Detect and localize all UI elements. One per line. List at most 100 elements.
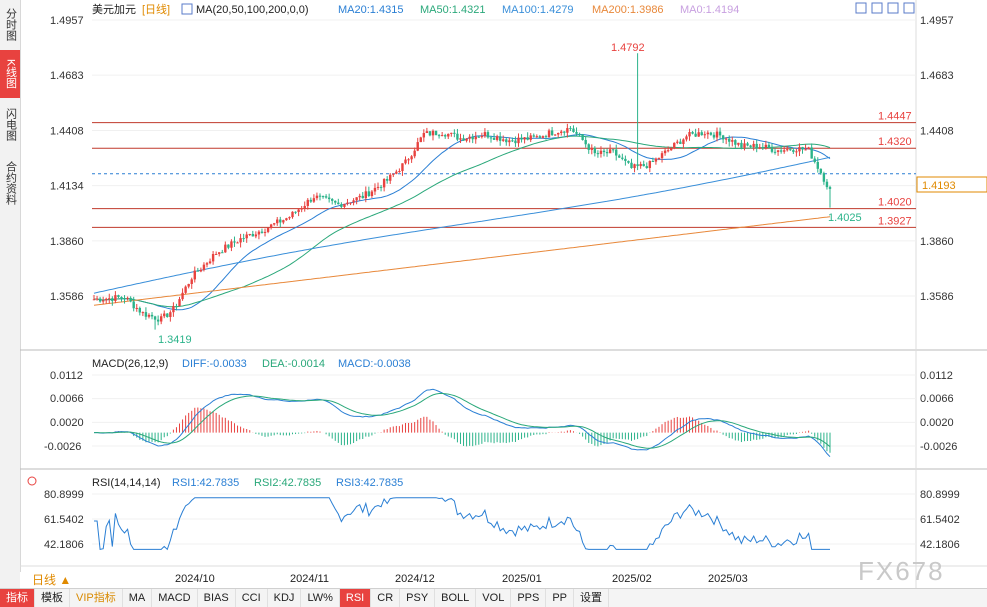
current-price-label: 1.4193: [922, 180, 956, 192]
candle-body: [502, 139, 505, 141]
period-selector[interactable]: 日线 ▲: [20, 572, 92, 588]
candle-body: [184, 286, 187, 293]
candle-body: [486, 132, 490, 138]
candle-body: [407, 159, 410, 161]
candle-body: [150, 314, 154, 317]
candle-body: [346, 202, 349, 204]
candle-body: [541, 136, 545, 138]
candle-body: [477, 136, 480, 138]
toolbar-pps[interactable]: PPS: [511, 589, 547, 607]
candle-body: [205, 263, 209, 265]
candle-body: [129, 297, 132, 302]
candle-body: [752, 143, 755, 147]
toolbar-vol[interactable]: VOL: [476, 589, 512, 607]
candle-body: [251, 233, 255, 237]
candle-body: [810, 147, 813, 159]
candle-body: [740, 142, 743, 148]
toolbar-cci[interactable]: CCI: [236, 589, 268, 607]
candle-body: [578, 133, 581, 135]
toolbar-rsi[interactable]: RSI: [339, 589, 372, 607]
toolbar-cr[interactable]: CR: [371, 589, 401, 607]
candle-body: [688, 132, 691, 137]
chart-window-icons[interactable]: [855, 2, 915, 14]
candle-body: [422, 133, 426, 138]
main-chart-header: 美元加元 [日线] MA(20,50,100,200,0,0) MA20:1.4…: [92, 2, 739, 16]
candle-body: [169, 312, 172, 317]
macd-tick-left-2: 0.0020: [50, 417, 84, 429]
candle-body: [581, 134, 584, 140]
candle-body: [312, 198, 316, 202]
price-lines[interactable]: 1.4447 1.4320 1.4020 1.3927: [92, 111, 916, 228]
kline-chart-canvas[interactable]: 美元加元 [日线] MA(20,50,100,200,0,0) MA20:1.4…: [20, 0, 987, 588]
annotation-low: 1.3419: [158, 334, 192, 346]
time-axis: 2024/10 2024/11 2024/12 2025/01 2025/02 …: [175, 573, 748, 585]
rsi-settings-icon[interactable]: [27, 476, 37, 486]
candle-body: [489, 137, 493, 139]
candle-body: [156, 319, 160, 322]
toolbar-macd[interactable]: MACD: [152, 589, 198, 607]
tab-time-chart[interactable]: 分时图: [0, 2, 20, 46]
candle-body: [615, 149, 618, 156]
macd-tick-3: -0.0026: [920, 441, 957, 453]
candle-body: [379, 186, 383, 188]
toolbar-lw[interactable]: LW%: [301, 589, 340, 607]
price-tick-left-2: 1.4408: [50, 126, 84, 138]
candle-body: [746, 143, 749, 146]
candle-body: [193, 270, 196, 280]
candle-body: [294, 211, 297, 213]
toolbar-settings[interactable]: 设置: [574, 589, 610, 607]
candle-body: [624, 158, 627, 161]
candle-body: [480, 136, 484, 138]
candle-body: [202, 264, 206, 270]
macd-lines: [93, 388, 831, 458]
candle-body: [440, 135, 444, 137]
candle-body: [566, 128, 569, 133]
candle-body: [355, 197, 358, 201]
candle-body: [514, 140, 517, 144]
tab-kline-chart[interactable]: K线图: [0, 50, 20, 98]
toolbar-psy[interactable]: PSY: [400, 589, 436, 607]
price-line-label: 1.3927: [878, 215, 912, 227]
candle-body: [126, 297, 129, 299]
zoom-in-icon[interactable]: [871, 2, 883, 14]
candle-body: [700, 132, 703, 136]
toolbar-boll[interactable]: BOLL: [435, 589, 477, 607]
indicator-settings-icon[interactable]: [181, 3, 193, 15]
toolbar-pp[interactable]: PP: [546, 589, 575, 607]
candle-body: [676, 141, 679, 143]
toolbar-templates[interactable]: 模板: [35, 589, 70, 607]
crosshair-icon[interactable]: [855, 2, 867, 14]
candle-body: [367, 191, 371, 196]
candlesticks[interactable]: [92, 53, 832, 330]
chart-area[interactable]: 美元加元 [日线] MA(20,50,100,200,0,0) MA20:1.4…: [20, 0, 987, 588]
candle-body: [288, 217, 291, 219]
toolbar-indicators[interactable]: 指标: [0, 589, 35, 607]
toolbar-vip-indicators[interactable]: VIP指标: [70, 589, 123, 607]
annotation-high: 1.4792: [611, 42, 645, 54]
candle-body: [416, 142, 419, 151]
toolbar-bias[interactable]: BIAS: [198, 589, 236, 607]
candle-body: [105, 298, 108, 301]
fullscreen-icon[interactable]: [903, 2, 915, 14]
rsi-header: RSI(14,14,14) RSI1:42.7835 RSI2:42.7835 …: [27, 476, 403, 489]
candle-body: [208, 261, 212, 264]
macd-diff: DIFF:-0.0033: [182, 358, 247, 370]
toolbar-ma[interactable]: MA: [123, 589, 153, 607]
rsi-grid: [92, 493, 916, 545]
candle-body: [801, 147, 804, 150]
tab-contract-info[interactable]: 合约资料: [0, 152, 20, 214]
ma100-line: [93, 156, 831, 294]
candle-body: [462, 138, 465, 141]
candle-body: [434, 130, 438, 136]
tab-lightning-chart[interactable]: 闪电图: [0, 102, 20, 146]
candle-body: [114, 295, 117, 301]
annotation-last-low: 1.4025: [828, 212, 862, 224]
candle-body: [309, 199, 313, 202]
candle-body: [279, 219, 282, 223]
candle-body: [459, 138, 462, 140]
candle-body: [642, 164, 645, 167]
zoom-out-icon[interactable]: [887, 2, 899, 14]
candle-body: [437, 135, 441, 137]
toolbar-kdj[interactable]: KDJ: [268, 589, 302, 607]
candle-body: [175, 306, 178, 308]
